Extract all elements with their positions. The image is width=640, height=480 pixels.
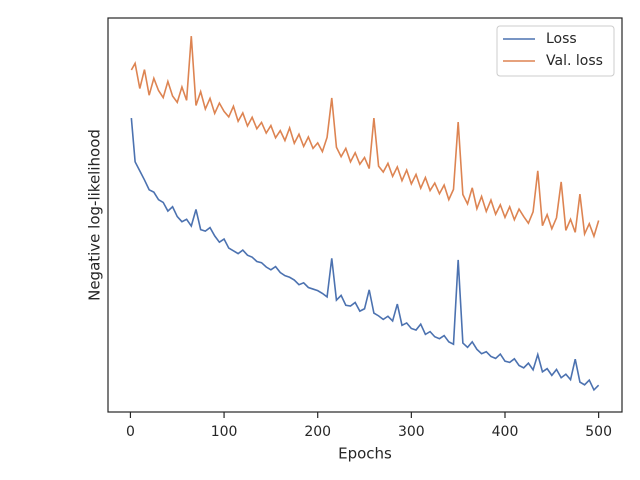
line: [130, 118, 600, 392]
x-tick-label: 200: [304, 424, 331, 440]
x-tick-label: 100: [211, 424, 238, 440]
legend-label: Val. loss: [546, 53, 603, 69]
x-tick-label: 400: [492, 424, 519, 440]
x-tick-label: 0: [126, 424, 135, 440]
plot-frame: [107, 17, 623, 413]
legend-label: Loss: [546, 31, 577, 47]
x-tick-label: 300: [398, 424, 425, 440]
y-axis-label: Negative log-likelihood: [86, 129, 104, 301]
x-axis-label: Epochs: [338, 445, 392, 463]
line: [130, 36, 600, 239]
x-tick-label: 500: [585, 424, 612, 440]
